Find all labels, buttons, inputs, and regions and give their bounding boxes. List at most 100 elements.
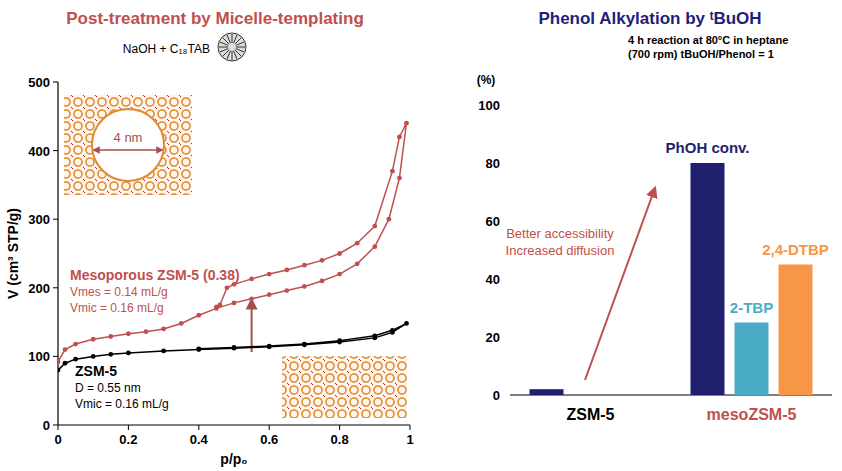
x-tick-label: 0.8 [331,432,349,447]
y-tick-label: 300 [28,212,50,227]
isotherm-point [126,331,131,336]
isotherm-point [196,346,201,351]
y-tick-label: 200 [28,281,50,296]
series-label: 2-TBP [730,299,773,316]
series-label: PhOH conv. [666,139,750,156]
series-note: Vmic = 0.16 mL/g [70,301,164,315]
y-tick [507,163,510,164]
x-tick-label: mesoZSM-5 [707,406,797,423]
isotherm-point [397,134,402,139]
isotherm-point [386,217,391,222]
y-tick-label: 60 [486,214,500,229]
y-tick [53,425,58,426]
bar [618,395,652,396]
series-note: D = 0.55 nm [75,381,141,395]
isotherm-point [91,337,96,342]
pore-size-label: 4 nm [114,130,143,145]
isotherm-point [267,292,272,297]
isotherm-point [320,279,325,284]
bar [779,265,813,396]
isotherm-line [58,123,406,362]
y-tick [53,356,58,357]
bar [735,323,769,396]
isotherm-point [337,272,342,277]
y-tick-label: 40 [486,272,500,287]
x-tick-label: 1 [406,432,413,447]
isotherm-point [302,342,307,347]
isotherm-point [372,333,377,338]
conditions: (700 rpm) tBuOH/Phenol = 1 [628,48,774,60]
isotherm-point [337,338,342,343]
x-tick [410,425,411,430]
y-tick [53,219,58,220]
isotherm-point [404,321,409,326]
framework [64,95,192,195]
title: Phenol Alkylation by ᵗBuOH [538,9,761,28]
y-tick-label: 100 [28,349,50,364]
isotherm-point [355,261,360,266]
isotherm-point [397,176,402,181]
plot-area [530,163,813,395]
isotherm-point [63,347,68,352]
conditions: 4 h reaction at 80°C in heptane [628,34,788,46]
micelle-chain [236,42,244,45]
series-label: ZSM-5 [75,363,117,379]
x-tick [198,425,199,430]
isotherm-point [337,251,342,256]
y-tick [507,221,510,222]
isotherm-point [126,351,131,356]
y-tick [53,287,58,288]
y-tick-label: 500 [28,75,50,90]
micelle-chain [220,49,228,52]
micelle-chain [234,51,237,59]
y-tick-label: 0 [43,418,50,433]
y-tick [507,279,510,280]
y-tick-label: 20 [486,330,500,345]
x-tick-label: 0 [54,432,61,447]
x-axis-title: p/p₀ [220,451,247,467]
isotherm-point [390,328,395,333]
micelle-chain [232,51,233,60]
isotherm-point [404,121,409,126]
isotherm-point [302,342,307,347]
series-note: Vmic = 0.16 mL/g [75,397,169,411]
micelle-icon [218,33,246,61]
isotherm-point [179,321,184,326]
isotherm-point [267,344,272,349]
bar [574,395,608,396]
y-tick [507,395,510,396]
increase-arrow [251,300,253,352]
y-axis [57,82,58,425]
isotherm-point [161,327,166,332]
y-tick [507,105,510,106]
isotherm-point [267,272,272,277]
isotherm-point [249,296,254,301]
y-tick-label: 400 [28,144,50,159]
isotherm-point [232,345,237,350]
y-axis-title: (%) [477,73,496,87]
plot-area [58,121,409,373]
isotherm-point [63,361,68,366]
x-tick [269,425,270,430]
isotherm-point [284,268,289,273]
isotherm-point [302,284,307,289]
micelle-chain [236,47,245,48]
isotherm-point [267,344,272,349]
canvas: Post-treatment by Micelle-templatingNaOH… [0,0,842,471]
isotherm-point [390,169,395,174]
isotherm-point [161,349,166,354]
trend-arrow [585,188,655,380]
y-axis-title: V (cm³ STP/g) [5,208,21,299]
isotherm-point [73,342,78,347]
bar [691,163,725,395]
y-tick-label: 0 [493,388,500,403]
isotherm-point [73,357,78,362]
isotherm-point [372,244,377,249]
isotherm-point [196,347,201,352]
x-tick-label: 0.4 [190,432,209,447]
isotherm-point [249,276,254,281]
x-tick [58,425,59,430]
isotherm-point [232,300,237,305]
title: Post-treatment by Micelle-templating [66,9,364,28]
micelle-chain [219,47,228,48]
